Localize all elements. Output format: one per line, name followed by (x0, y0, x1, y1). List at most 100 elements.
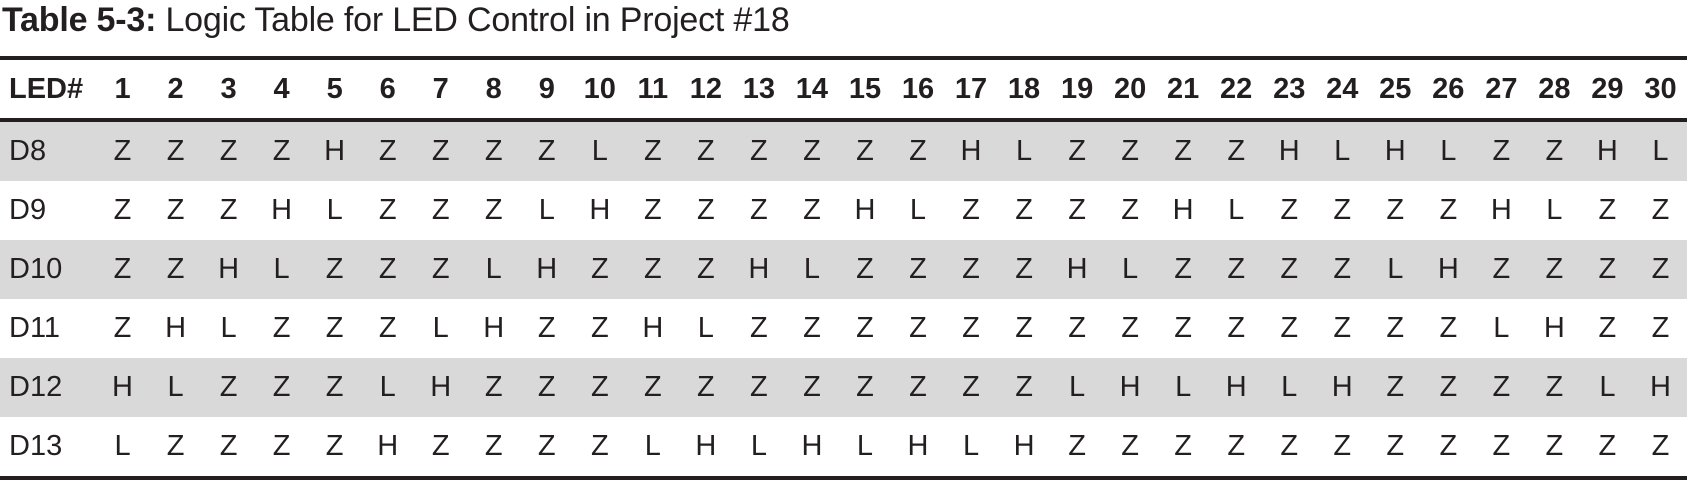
column-header: 28 (1527, 58, 1581, 122)
table-cell: Z (750, 194, 768, 226)
column-header: 11 (626, 58, 680, 122)
table-cell: H (1013, 430, 1035, 462)
table-cell: Z (944, 358, 998, 417)
table-cell: Z (1527, 240, 1581, 299)
table-cell: Z (484, 194, 503, 226)
column-header: 26 (1421, 58, 1475, 122)
column-header: 2 (149, 58, 203, 122)
table-cell: H (801, 430, 823, 462)
table-cell: L (644, 430, 661, 462)
table-cell: H (483, 312, 505, 344)
table-cell: Z (803, 194, 821, 226)
table-cell: Z (891, 240, 945, 299)
table-cell: Z (202, 120, 256, 181)
table-cell: Z (520, 120, 574, 181)
column-header: 23 (1262, 58, 1316, 122)
row-label: D12 (0, 358, 96, 417)
table-cell: H (1050, 240, 1104, 299)
table-cell: Z (1068, 194, 1086, 226)
table-cell: Z (537, 312, 556, 344)
table-cell: Z (856, 312, 874, 344)
table-cell: Z (308, 358, 362, 417)
table-cell: L (326, 194, 343, 226)
table-cell: Z (626, 240, 680, 299)
table-cell: H (1633, 358, 1687, 417)
table-cell: Z (149, 120, 203, 181)
table-cell: Z (1156, 240, 1210, 299)
table-cell: H (308, 120, 362, 181)
table-cell: Z (1068, 430, 1086, 462)
table-cell: Z (785, 120, 839, 181)
header-row: LED# 1 2 3 4 5 6 7 8 9 10 11 12 13 14 15 16 17 18 19 20 21 22… (0, 58, 1687, 122)
table-cell: H (695, 430, 717, 462)
column-header: 14 (785, 58, 839, 122)
table-cell: Z (732, 120, 786, 181)
table-caption: Table 5-3: Logic Table for LED Control i… (2, 0, 790, 48)
table-row: D8 Z Z Z Z H Z Z Z Z L Z Z Z Z Z Z H L Z Z Z Z H L H L Z Z H L (0, 120, 1687, 181)
column-header: 6 (361, 58, 415, 122)
table-cell: L (1228, 194, 1245, 226)
table-cell: Z (1474, 240, 1528, 299)
table-cell: L (750, 430, 767, 462)
table-cell: H (1315, 358, 1369, 417)
table-cell: L (538, 194, 555, 226)
column-header: 29 (1580, 58, 1634, 122)
table-cell: Z (573, 240, 627, 299)
table-cell: Z (1103, 120, 1157, 181)
table-cell: Z (1651, 430, 1670, 462)
caption-text: Logic Table for LED Control in Project #… (156, 1, 790, 39)
table-cell: Z (1474, 120, 1528, 181)
table-cell: Z (149, 240, 203, 299)
table-row: D12 H L Z Z Z L H Z Z Z Z Z Z Z Z Z Z Z L H L H L H Z Z Z Z L H (0, 358, 1687, 417)
table-cell: Z (573, 358, 627, 417)
table-cell: Z (113, 312, 132, 344)
table-cell: Z (166, 430, 185, 462)
table-cell: L (785, 240, 839, 299)
table-cell: L (573, 120, 627, 181)
column-header: 15 (838, 58, 892, 122)
table-cell: L (432, 312, 449, 344)
table-cell: Z (1580, 240, 1634, 299)
table-cell: L (1103, 240, 1157, 299)
table-cell: L (697, 312, 714, 344)
table-cell: Z (1050, 120, 1104, 181)
table-cell: Z (944, 240, 998, 299)
table-cell: H (1262, 120, 1316, 181)
table-cell: H (202, 240, 256, 299)
table-cell: Z (1439, 312, 1458, 344)
column-header: 5 (308, 58, 362, 122)
row-label: D11 (9, 312, 61, 344)
table-cell: Z (1121, 312, 1139, 344)
table-cell: L (997, 120, 1051, 181)
table-cell: Z (1280, 430, 1299, 462)
table-cell: H (165, 312, 187, 344)
table-cell: Z (520, 358, 574, 417)
table-cell: Z (1333, 430, 1352, 462)
table-cell: H (96, 358, 150, 417)
table-cell: Z (467, 120, 521, 181)
table-cell: Z (891, 358, 945, 417)
column-header: 1 (96, 58, 150, 122)
table-cell: L (909, 194, 927, 226)
caption-label: Table 5-3: (2, 1, 157, 39)
column-header: 30 (1633, 58, 1687, 122)
table-cell: Z (166, 194, 185, 226)
table-cell: Z (1015, 312, 1033, 344)
table-cell: L (149, 358, 203, 417)
table-row: D9 Z Z Z H L Z Z Z L H Z Z Z Z H L Z Z Z Z H L Z Z Z Z H L Z Z (0, 181, 1687, 240)
table-cell: Z (1492, 430, 1511, 462)
table-cell: Z (962, 312, 980, 344)
column-header: 8 (467, 58, 521, 122)
table-cell: L (114, 430, 131, 462)
table-row: D13 L Z Z Z Z H Z Z Z Z L H L H L H L H Z Z Z Z Z Z Z Z Z Z Z Z (0, 417, 1687, 478)
table-cell: Z (219, 430, 238, 462)
table-cell: H (1368, 120, 1422, 181)
table-cell: Z (838, 240, 892, 299)
table-cell: Z (1174, 430, 1192, 462)
table-cell: Z (803, 312, 821, 344)
table-cell: Z (697, 194, 715, 226)
table-cell: Z (1174, 312, 1192, 344)
table-cell: Z (679, 358, 733, 417)
table-cell: Z (272, 312, 291, 344)
table-cell: Z (1474, 358, 1528, 417)
